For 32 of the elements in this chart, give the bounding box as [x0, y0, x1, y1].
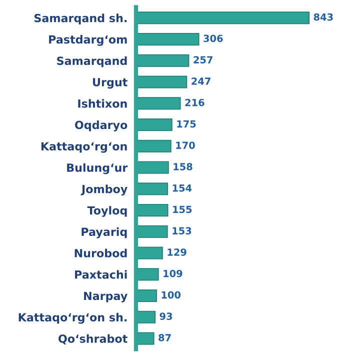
data-label: 153 [172, 227, 192, 234]
data-label: 154 [172, 184, 192, 192]
data-label: 175 [177, 120, 196, 128]
data-label: 216 [185, 98, 204, 106]
data-label: 170 [176, 142, 195, 149]
data-label: 93 [160, 312, 172, 320]
y-tick-label: Paxtachi [75, 270, 127, 279]
y-tick-label: Kattaqo‘rg‘on sh. [18, 312, 127, 324]
data-label: 87 [158, 334, 171, 342]
data-label: 109 [164, 270, 182, 278]
y-tick-label: Jomboy [80, 184, 128, 196]
data-label: 257 [194, 56, 212, 64]
data-label: 155 [173, 206, 192, 214]
y-tick-label: Nurobod [74, 248, 127, 258]
y-tick-label: Samarqand sh. [34, 14, 127, 24]
data-label: 306 [204, 34, 223, 42]
y-tick-label: Ishtixon [78, 99, 127, 108]
data-label: 129 [168, 248, 186, 256]
y-tick-label: Urgut [93, 78, 128, 89]
y-tick-label: Toyloq [87, 206, 127, 217]
data-label: 247 [192, 77, 210, 85]
data-label: 100 [162, 291, 181, 299]
y-tick-label: Bulung‘ur [67, 163, 128, 174]
data-label: 843 [314, 13, 333, 21]
y-tick-label: Kattaqo‘rg‘on [41, 142, 127, 153]
y-tick-label: Payariq [82, 227, 127, 238]
y-tick-label: Samarqand [57, 56, 127, 68]
data-label: 158 [174, 162, 192, 170]
y-tick-label: Narpay [84, 292, 128, 302]
y-tick-label: Qo‘shrabot [58, 334, 128, 344]
y-tick-label: Pastdarg‘om [49, 35, 127, 46]
y-tick-label: Oqdaryo [75, 120, 128, 132]
